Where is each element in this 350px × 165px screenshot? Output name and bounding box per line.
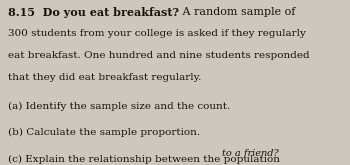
Text: A random sample of: A random sample of bbox=[179, 7, 295, 17]
Text: that they did eat breakfast regularly.: that they did eat breakfast regularly. bbox=[8, 73, 201, 82]
Text: eat breakfast. One hundred and nine students responded: eat breakfast. One hundred and nine stud… bbox=[8, 51, 309, 60]
Text: 8.15  Do you eat breakfast?: 8.15 Do you eat breakfast? bbox=[8, 7, 179, 18]
Text: (b) Calculate the sample proportion.: (b) Calculate the sample proportion. bbox=[8, 128, 200, 137]
Text: (c) Explain the relationship between the population: (c) Explain the relationship between the… bbox=[8, 154, 280, 164]
Text: to a friend?: to a friend? bbox=[222, 149, 279, 158]
Text: 300 students from your college is asked if they regularly: 300 students from your college is asked … bbox=[8, 29, 306, 38]
Text: (a) Identify the sample size and the count.: (a) Identify the sample size and the cou… bbox=[8, 102, 230, 111]
